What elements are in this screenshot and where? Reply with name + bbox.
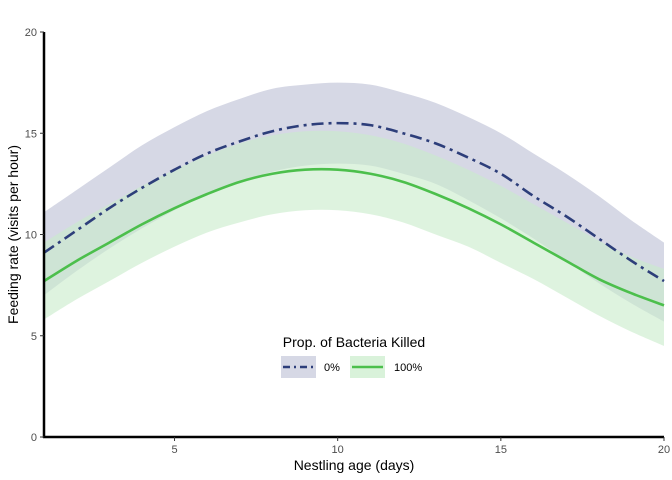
y-tick-label: 0 [31,432,37,444]
legend-label: 0% [324,362,340,374]
y-ticks: 0 5 10 15 20 [25,27,44,444]
legend-title: Prop. of Bacteria Killed [283,334,425,350]
line-series-0 [43,121,665,283]
y-tick-label: 10 [25,230,37,242]
y-tick-label: 15 [25,128,37,140]
x-ticks: 5 10 15 20 [171,437,670,456]
x-axis-title: Nestling age (days) [294,457,415,473]
x-tick-label: 5 [171,444,177,456]
series-lines [43,121,665,307]
legend-entry: 100% [350,356,422,378]
y-tick-label: 20 [25,27,37,39]
x-tick-label: 20 [658,444,670,456]
legend-entry: 0% [281,356,340,378]
ribbon-series-1 [44,130,664,346]
line-series-1 [43,167,665,307]
legend: Prop. of Bacteria Killed 0% 100% [281,334,425,378]
x-tick-label: 15 [495,444,507,456]
legend-label: 100% [394,362,422,374]
legend-entries: 0% 100% [281,356,422,378]
confidence-ribbons [44,82,664,346]
x-tick-label: 10 [332,444,344,456]
y-tick-label: 5 [31,331,37,343]
y-axis-title: Feeding rate (visits per hour) [5,145,21,324]
legend-key-fill [281,356,316,378]
ribbon-series-0 [44,82,664,322]
